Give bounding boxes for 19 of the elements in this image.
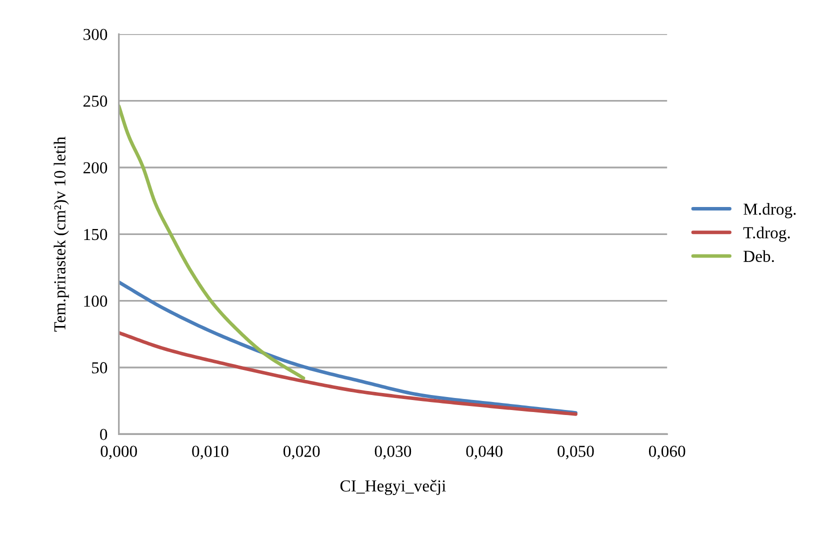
y-tick-label: 200: [83, 162, 108, 174]
x-axis-title: CI_Hegyi_večji: [340, 480, 446, 496]
x-tick-label: 0,060: [648, 446, 686, 460]
x-tick-label: 0,050: [558, 446, 594, 460]
x-tick-label: 0,000: [100, 446, 137, 460]
x-tick-label: 0,030: [374, 446, 412, 460]
legend-label: T.drog.: [743, 226, 790, 242]
y-axis-title: Tem.prirastek (cm²)v 10 letih: [54, 136, 69, 332]
y-tick-label: 300: [84, 28, 108, 40]
x-tick-label: 0,010: [192, 446, 228, 460]
x-tick-label: 0,040: [466, 446, 502, 460]
y-tick-label: 100: [84, 296, 108, 307]
x-tick-label: 0,020: [283, 446, 320, 460]
y-tick-label: 250: [83, 96, 108, 107]
legend-label: M.drog.: [744, 203, 796, 218]
y-tick-label: 150: [84, 228, 108, 240]
y-tick-label: 50: [92, 362, 108, 374]
y-tick-label: 0: [100, 428, 108, 440]
legend-label: Deb.: [744, 250, 774, 262]
